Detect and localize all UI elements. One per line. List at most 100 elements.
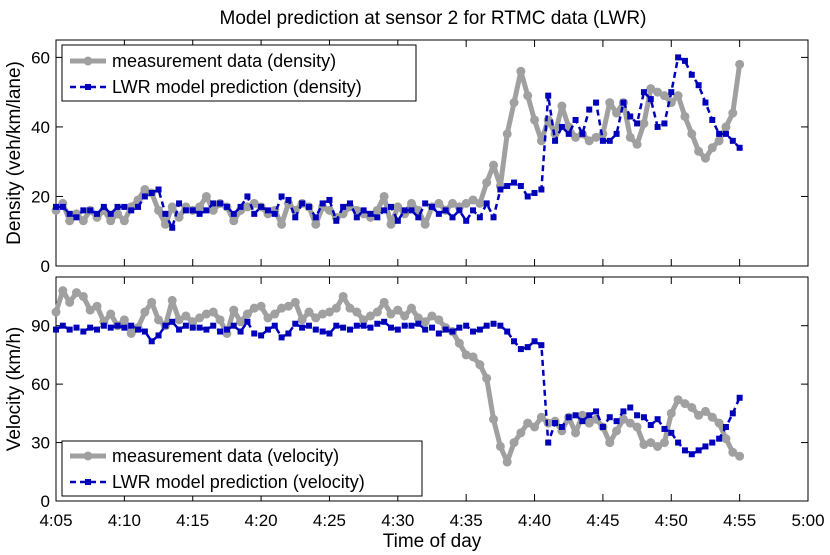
- x-tick-label: 4:20: [245, 511, 278, 530]
- density-prediction-point: [729, 137, 736, 144]
- velocity-prediction-point: [586, 412, 593, 419]
- velocity-prediction-point: [107, 324, 114, 331]
- x-tick-label: 4:25: [313, 511, 346, 530]
- density-measurement-point: [571, 132, 581, 142]
- velocity-measurement-point: [147, 297, 157, 307]
- velocity-measurement-point: [386, 309, 396, 319]
- velocity-prediction-point: [169, 318, 176, 325]
- density-prediction-point: [688, 71, 695, 78]
- density-prediction-point: [572, 116, 579, 123]
- density-prediction-point: [319, 200, 326, 207]
- density-measurement-point: [530, 115, 540, 125]
- velocity-measurement-point: [618, 414, 628, 424]
- velocity-measurement-point: [461, 350, 471, 360]
- velocity-measurement-point: [365, 311, 375, 321]
- density-measurement-point: [311, 219, 321, 229]
- velocity-prediction-point: [599, 423, 606, 430]
- velocity-measurement-point: [680, 399, 690, 409]
- velocity-measurement-point: [140, 307, 150, 317]
- velocity-prediction-point: [647, 422, 654, 429]
- velocity-prediction-point: [394, 326, 401, 333]
- velocity-measurement-point: [188, 317, 198, 327]
- velocity-prediction-point: [210, 322, 217, 329]
- velocity-measurement-point: [393, 305, 403, 315]
- density-prediction-point: [59, 203, 66, 210]
- density-measurement-point: [229, 216, 239, 226]
- velocity-measurement-point: [318, 309, 328, 319]
- velocity-prediction-point: [422, 326, 429, 333]
- density-measurement-point: [65, 216, 75, 226]
- velocity-measurement-point: [72, 288, 82, 298]
- density-prediction-point: [722, 130, 729, 137]
- velocity-measurement-point: [85, 305, 95, 315]
- density-prediction-point: [435, 210, 442, 217]
- velocity-measurement-point: [58, 286, 68, 296]
- density-measurement-point: [591, 132, 601, 142]
- velocity-measurement-point: [201, 309, 211, 319]
- density-prediction-point: [456, 207, 463, 214]
- density-measurement-point: [653, 87, 663, 97]
- velocity-measurement-point: [536, 412, 546, 422]
- velocity-prediction-point: [579, 418, 586, 425]
- density-measurement-point: [612, 108, 622, 118]
- velocity-prediction-point: [716, 435, 723, 442]
- x-tick-label: 5:00: [791, 511, 824, 530]
- density-prediction-point: [258, 203, 265, 210]
- velocity-measurement-point: [263, 313, 273, 323]
- velocity-prediction-point: [80, 328, 87, 335]
- density-measurement-point: [420, 219, 430, 229]
- density-prediction-point: [223, 203, 230, 210]
- density-prediction-point: [449, 214, 456, 221]
- velocity-measurement-point: [584, 418, 594, 428]
- velocity-prediction-point: [565, 414, 572, 421]
- velocity-prediction-point: [470, 328, 477, 335]
- velocity-measurement-point: [283, 301, 293, 311]
- velocity-measurement-point: [714, 418, 724, 428]
- velocity-measurement-point: [509, 438, 519, 448]
- density-measurement-point: [167, 202, 177, 212]
- density-prediction-point: [162, 210, 169, 217]
- velocity-measurement-point: [502, 457, 512, 467]
- density-measurement-point: [277, 219, 287, 229]
- density-measurement-point: [707, 143, 717, 153]
- velocity-measurement-point: [632, 422, 642, 432]
- velocity-prediction-point: [415, 320, 422, 327]
- velocity-prediction-point: [87, 324, 94, 331]
- density-prediction-point: [613, 130, 620, 137]
- velocity-prediction-point: [668, 429, 675, 436]
- velocity-measurement-point: [482, 373, 492, 383]
- velocity-measurement-point: [707, 412, 717, 422]
- velocity-measurement-point: [359, 315, 369, 325]
- density-measurement-point: [646, 84, 656, 94]
- density-measurement-point: [632, 139, 642, 149]
- velocity-measurement-point: [605, 438, 615, 448]
- velocity-measurement-point: [65, 297, 75, 307]
- density-prediction-point: [107, 210, 114, 217]
- velocity-prediction-point: [675, 439, 682, 446]
- velocity-measurement-point: [489, 414, 499, 424]
- density-prediction-point: [374, 214, 381, 221]
- velocity-prediction-point: [258, 332, 265, 339]
- density-prediction-point: [422, 200, 429, 207]
- velocity-measurement-point: [304, 307, 314, 317]
- velocity-measurement-point: [215, 315, 225, 325]
- velocity-prediction-point: [66, 326, 73, 333]
- velocity-measurement-point: [639, 440, 649, 450]
- density-measurement-point: [324, 205, 334, 215]
- velocity-legend-prediction-marker: [85, 479, 91, 485]
- velocity-measurement-point: [530, 422, 540, 432]
- density-measurement-point: [605, 98, 615, 108]
- velocity-prediction-point: [531, 338, 538, 345]
- density-legend-prediction-label: LWR model prediction (density): [112, 77, 362, 97]
- velocity-measurement-point: [106, 309, 116, 319]
- density-measurement-point: [584, 136, 594, 146]
- velocity-measurement-point: [400, 311, 410, 321]
- velocity-measurement-point: [495, 441, 505, 451]
- density-measurement-point: [406, 198, 416, 208]
- density-measurement-point: [475, 198, 485, 208]
- density-prediction-point: [620, 99, 627, 106]
- velocity-measurement-point: [331, 303, 341, 313]
- density-measurement-point: [509, 98, 519, 108]
- density-prediction-point: [538, 186, 545, 193]
- density-measurement-point: [201, 191, 211, 201]
